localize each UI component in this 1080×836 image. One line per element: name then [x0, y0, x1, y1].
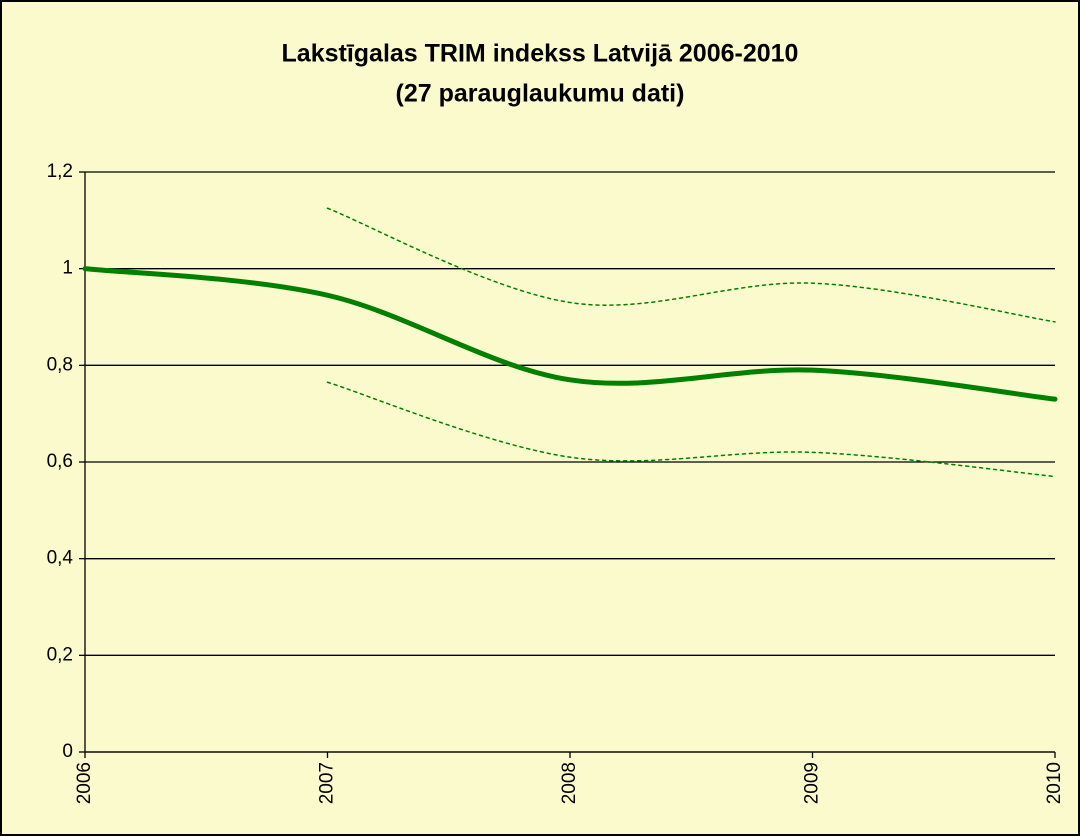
x-tick-label: 2008 [559, 762, 580, 804]
y-tick-label: 1 [62, 258, 73, 279]
x-tick-label: 2010 [1044, 762, 1065, 804]
series-line [326, 381, 1056, 478]
y-tick-label: 1,2 [47, 161, 73, 182]
y-tick-label: 0,8 [47, 354, 73, 375]
x-tick-label: 2009 [802, 762, 823, 804]
y-tick-label: 0 [62, 741, 73, 762]
series-line [326, 207, 1056, 323]
x-tick-label: 2006 [74, 762, 95, 804]
y-tick-label: 0,2 [47, 644, 73, 665]
y-tick-label: 0,6 [47, 451, 73, 472]
chart-subtitle: (27 parauglaukumu dati) [396, 80, 685, 108]
chart-title: Lakstīgalas TRIM indekss Latvijā 2006-20… [282, 40, 799, 68]
y-tick-label: 0,4 [47, 548, 74, 569]
series-line [82, 266, 1058, 402]
x-tick-label: 2007 [317, 762, 338, 804]
